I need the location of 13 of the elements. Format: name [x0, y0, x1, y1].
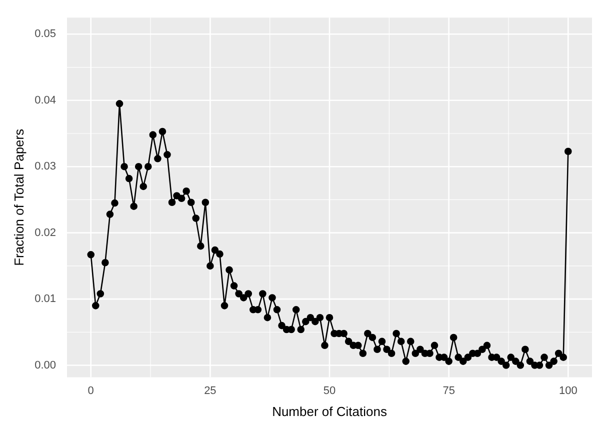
- x-tick-label: 75: [442, 384, 455, 397]
- y-tick-label: 0.02: [34, 226, 56, 239]
- y-axis-title: Fraction of Total Papers: [11, 128, 26, 266]
- x-tick-label: 100: [558, 384, 578, 397]
- x-tick-label: 0: [88, 384, 94, 397]
- x-tick-label: 25: [204, 384, 216, 397]
- x-tick-label: 50: [323, 384, 336, 397]
- y-tick-label: 0.03: [34, 160, 56, 173]
- y-tick-label: 0.00: [34, 359, 56, 372]
- y-tick-label: 0.01: [34, 293, 56, 306]
- x-axis-title: Number of Citations: [272, 404, 388, 419]
- y-tick-label: 0.04: [34, 94, 56, 106]
- y-tick-label: 0.05: [34, 28, 56, 40]
